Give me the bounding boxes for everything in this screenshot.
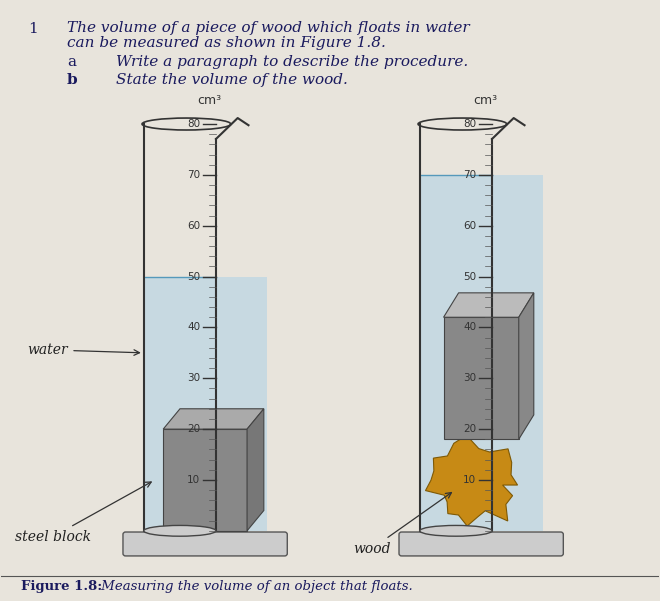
Text: 30: 30 <box>187 373 200 383</box>
Text: 10: 10 <box>463 475 477 485</box>
Text: steel block: steel block <box>15 482 151 544</box>
Text: 80: 80 <box>463 119 477 129</box>
Text: water: water <box>28 343 139 357</box>
Polygon shape <box>519 293 534 439</box>
Text: 70: 70 <box>463 170 477 180</box>
Bar <box>420 175 543 531</box>
Text: a: a <box>67 55 76 69</box>
Ellipse shape <box>144 525 216 536</box>
FancyBboxPatch shape <box>399 532 564 556</box>
Ellipse shape <box>420 525 492 536</box>
Polygon shape <box>247 409 264 531</box>
Text: 30: 30 <box>463 373 477 383</box>
Text: State the volume of the wood.: State the volume of the wood. <box>116 73 348 87</box>
Text: wood: wood <box>353 493 451 556</box>
Text: 50: 50 <box>463 272 477 282</box>
Text: 80: 80 <box>187 119 200 129</box>
Text: 10: 10 <box>187 475 200 485</box>
Polygon shape <box>444 293 534 317</box>
Polygon shape <box>426 435 517 526</box>
Text: 20: 20 <box>463 424 477 434</box>
FancyBboxPatch shape <box>123 532 287 556</box>
Text: can be measured as shown in Figure 1.8.: can be measured as shown in Figure 1.8. <box>67 36 386 50</box>
Text: 20: 20 <box>187 424 200 434</box>
Text: 60: 60 <box>463 221 477 231</box>
Text: 40: 40 <box>187 322 200 332</box>
Text: Write a paragraph to describe the procedure.: Write a paragraph to describe the proced… <box>116 55 469 69</box>
Text: Figure 1.8:: Figure 1.8: <box>21 581 102 593</box>
Bar <box>144 276 267 531</box>
Text: 40: 40 <box>463 322 477 332</box>
Text: cm³: cm³ <box>197 94 222 107</box>
Bar <box>163 429 247 531</box>
Text: Measuring the volume of an object that floats.: Measuring the volume of an object that f… <box>96 581 412 593</box>
Text: 70: 70 <box>187 170 200 180</box>
Bar <box>444 317 519 439</box>
Text: cm³: cm³ <box>473 94 498 107</box>
Text: 60: 60 <box>187 221 200 231</box>
Text: b: b <box>67 73 78 87</box>
Polygon shape <box>163 409 264 429</box>
Text: 50: 50 <box>187 272 200 282</box>
Text: 1: 1 <box>28 22 38 36</box>
Text: The volume of a piece of wood which floats in water: The volume of a piece of wood which floa… <box>67 20 470 34</box>
